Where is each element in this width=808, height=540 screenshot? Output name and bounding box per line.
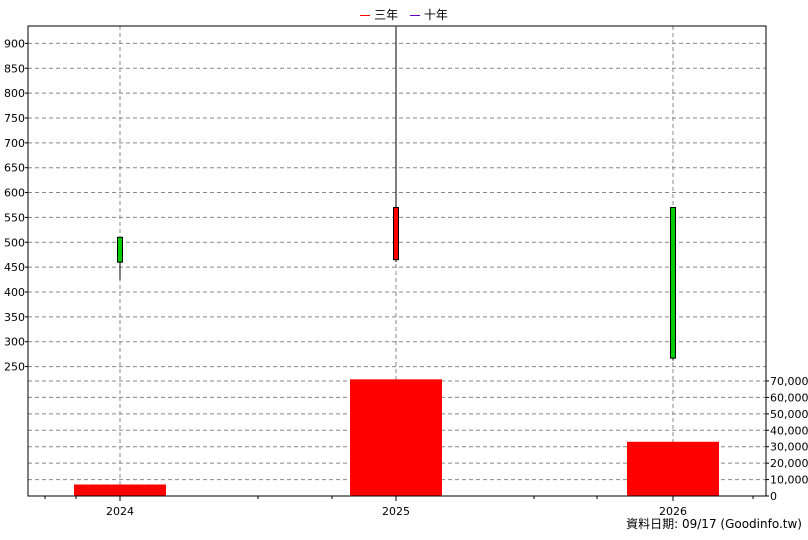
volume-tick-label: 40,000 — [770, 424, 808, 437]
candle-body — [670, 206, 676, 359]
legend-item-ten-year: 十年 — [409, 6, 448, 23]
volume-tick-label: 60,000 — [770, 391, 808, 404]
price-tick-label: 500 — [4, 236, 25, 249]
legend-label: 十年 — [423, 8, 448, 22]
price-tick-label: 750 — [4, 112, 25, 125]
x-tick-label: 2025 — [382, 505, 410, 518]
legend-label: 三年 — [374, 8, 399, 22]
x-tick-label: 2026 — [659, 505, 687, 518]
volume-bar — [74, 484, 166, 496]
price-tick-label: 300 — [4, 336, 25, 349]
volume-tick-label: 20,000 — [770, 457, 808, 470]
price-tick-label: 700 — [4, 137, 25, 150]
price-tick-label: 650 — [4, 162, 25, 175]
price-tick-label: 250 — [4, 361, 25, 374]
candle-body — [117, 236, 123, 263]
x-tick-label: 2024 — [106, 505, 134, 518]
price-tick-label: 850 — [4, 62, 25, 75]
price-tick-label: 550 — [4, 211, 25, 224]
legend-swatch-purple — [409, 15, 420, 16]
price-tick-label: 800 — [4, 87, 25, 100]
price-tick-label: 900 — [4, 37, 25, 50]
volume-tick-label: 10,000 — [770, 474, 808, 487]
candle-body — [393, 206, 399, 261]
source-label: 資料日期: 09/17 (Goodinfo.tw) — [626, 517, 802, 531]
volume-tick-label: 30,000 — [770, 441, 808, 454]
price-tick-label: 400 — [4, 286, 25, 299]
volume-tick-label: 0 — [770, 490, 777, 503]
price-tick-label: 600 — [4, 187, 25, 200]
price-tick-label: 450 — [4, 261, 25, 274]
plot-border — [27, 25, 767, 497]
legend: 三年 十年 — [0, 6, 808, 23]
volume-bar — [627, 441, 719, 496]
volume-tick-label: 50,000 — [770, 408, 808, 421]
volume-bar — [350, 379, 442, 496]
legend-swatch-red — [360, 15, 371, 16]
legend-item-three-year: 三年 — [360, 6, 398, 23]
price-tick-label: 350 — [4, 311, 25, 324]
volume-tick-label: 70,000 — [770, 375, 808, 388]
